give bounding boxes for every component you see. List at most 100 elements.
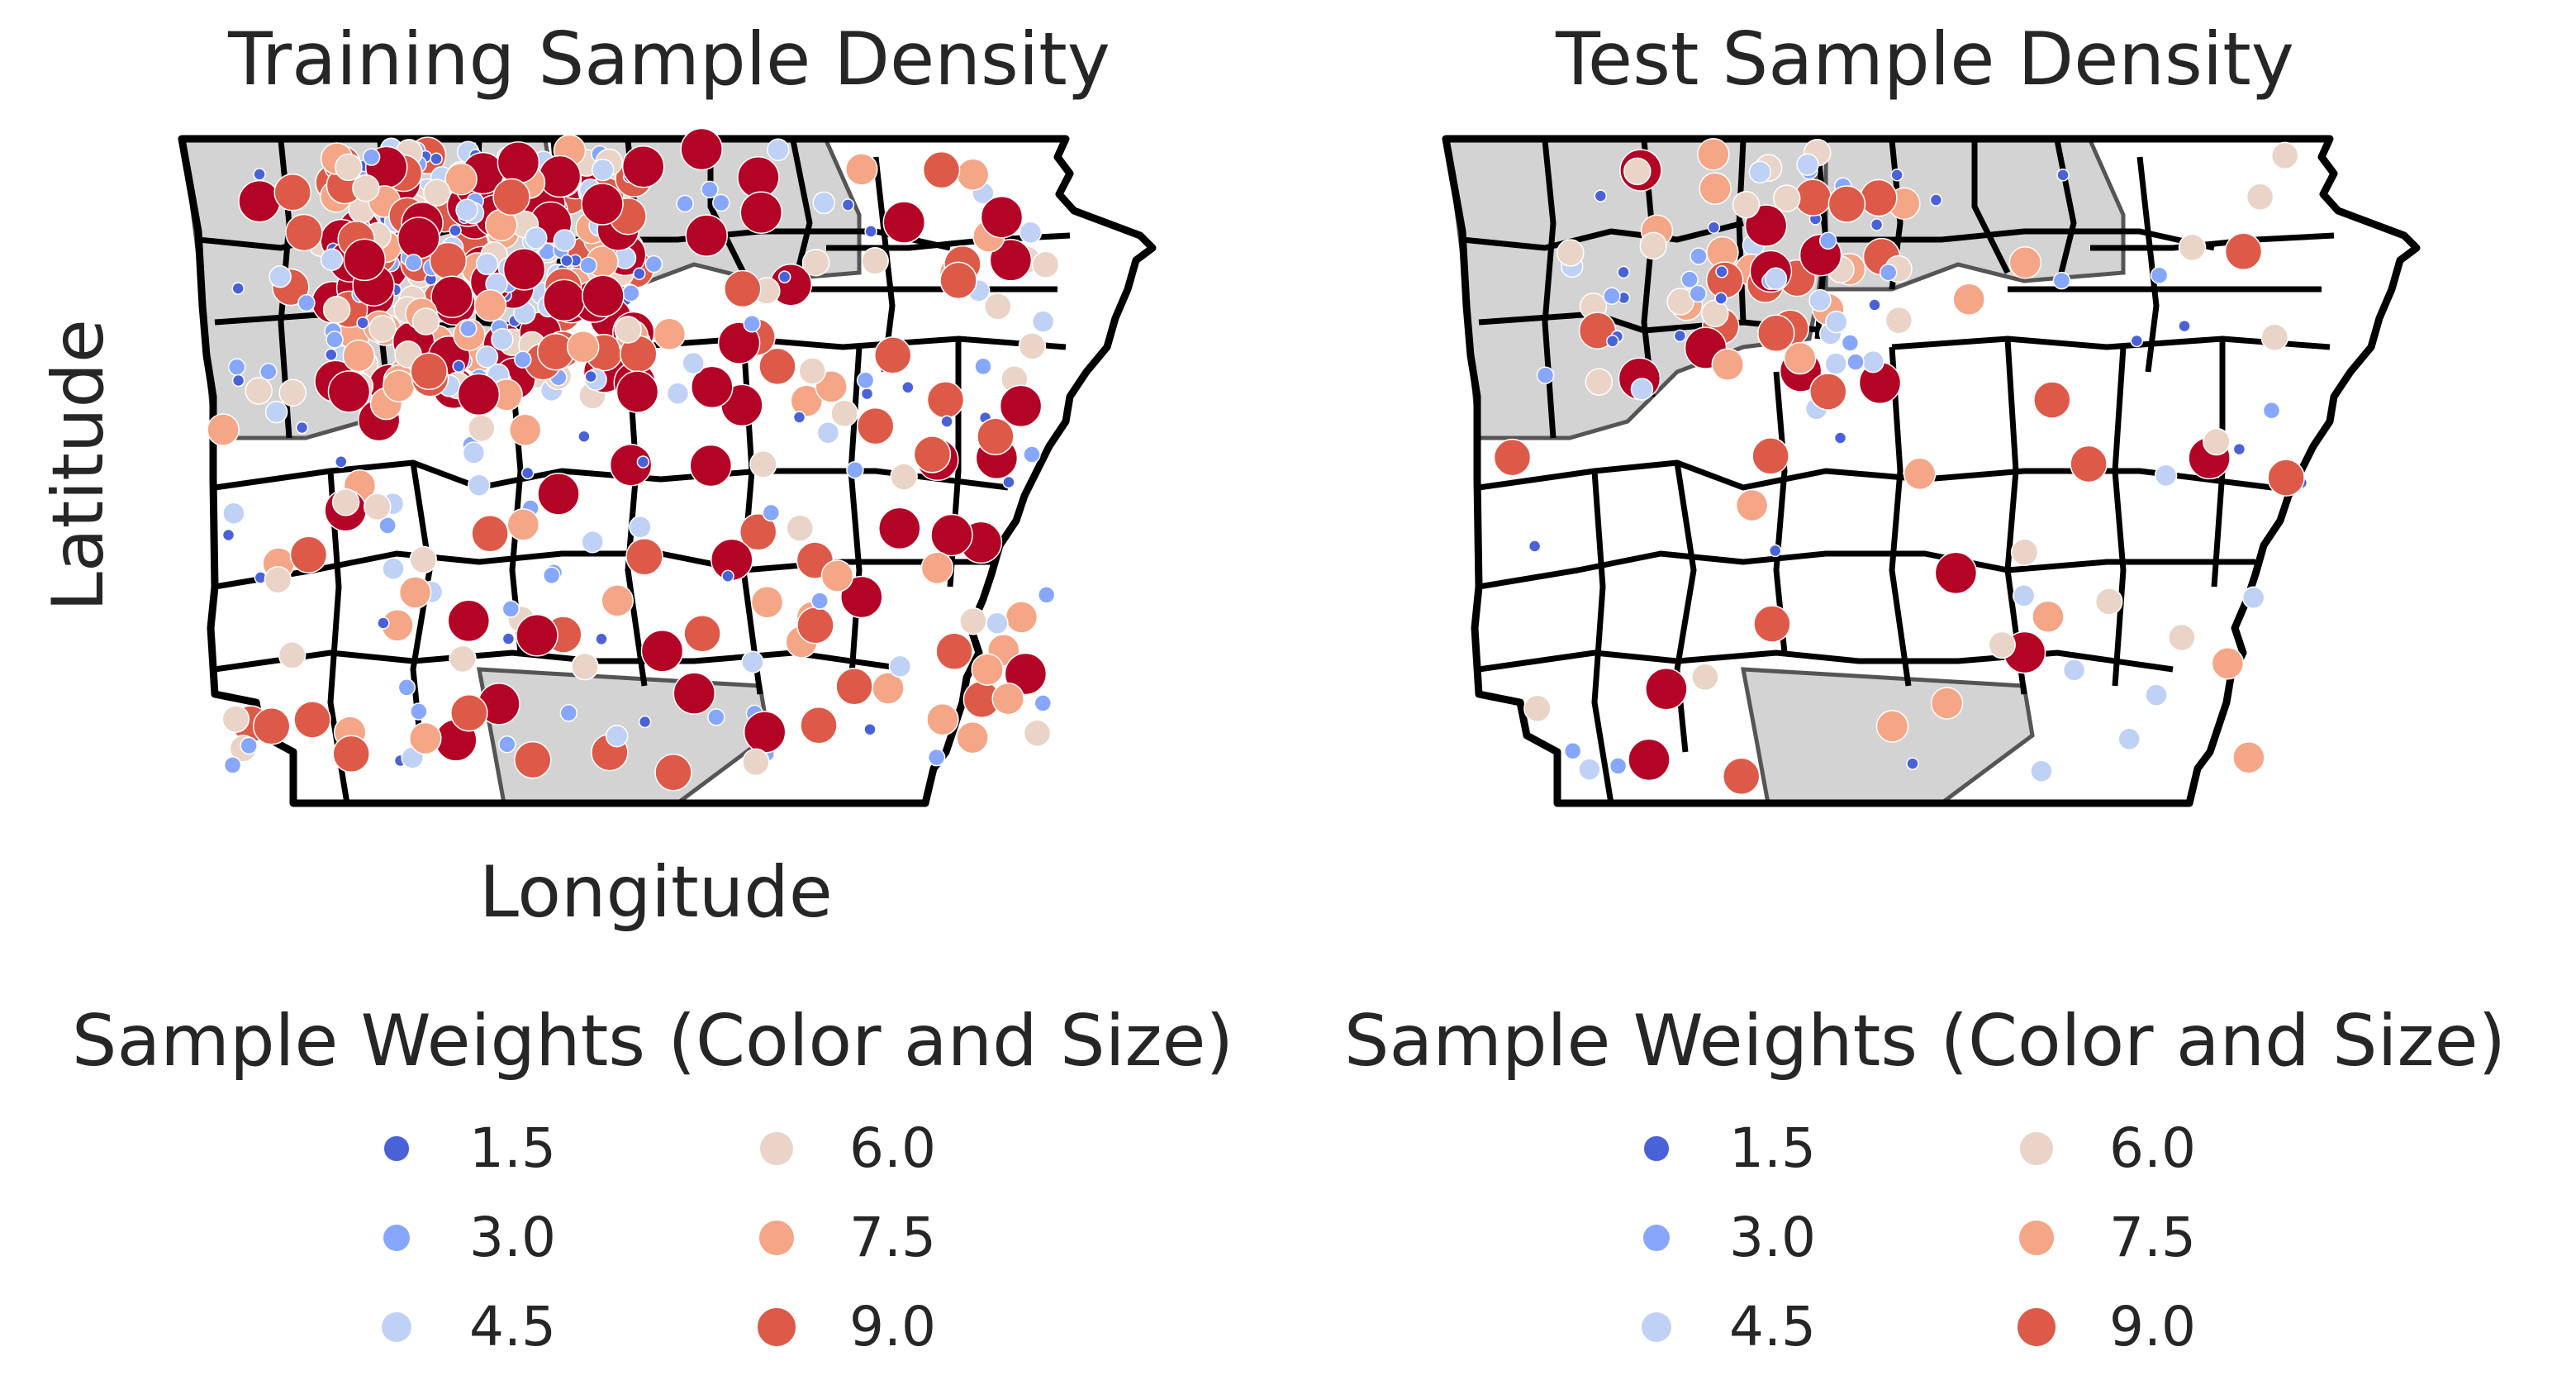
test-sample-point bbox=[1711, 348, 1745, 381]
training-sample-point bbox=[582, 274, 625, 317]
legend-label: 9.0 bbox=[849, 1295, 936, 1359]
training-sample-point bbox=[240, 736, 258, 755]
training-sample-point bbox=[331, 488, 360, 516]
training-sample-point bbox=[538, 155, 582, 198]
training-sample-point bbox=[514, 350, 532, 369]
training-county-border bbox=[214, 459, 1009, 491]
training-sample-point bbox=[343, 238, 387, 282]
training-legend-title: Sample Weights (Color and Size) bbox=[71, 1000, 1234, 1083]
training-sample-point bbox=[222, 502, 245, 525]
training-sample-point bbox=[888, 654, 912, 678]
training-sample-point bbox=[577, 430, 591, 443]
training-sample-point bbox=[820, 559, 854, 592]
legend-label: 7.5 bbox=[849, 1206, 936, 1269]
test-sample-point bbox=[1772, 184, 1801, 212]
training-sample-point bbox=[786, 514, 814, 542]
training-sample-point bbox=[890, 463, 918, 491]
test-county-border bbox=[2090, 232, 2335, 251]
test-county-border bbox=[1891, 335, 2331, 350]
test-sample-point bbox=[1689, 284, 1707, 303]
training-sample-point bbox=[673, 672, 716, 715]
training-sample-point bbox=[749, 450, 777, 478]
test-sample-point bbox=[1934, 551, 1978, 595]
legend-marker-icon bbox=[384, 1136, 409, 1161]
training-sample-point bbox=[444, 163, 478, 196]
training-sample-point bbox=[455, 198, 478, 221]
test-sample-point bbox=[1833, 431, 1847, 445]
training-sample-point bbox=[410, 702, 428, 721]
training-sample-point bbox=[449, 224, 462, 237]
training-sample-point bbox=[846, 460, 864, 479]
training-sample-point bbox=[410, 352, 448, 391]
test-sample-point bbox=[2178, 233, 2207, 262]
training-sample-point bbox=[430, 152, 443, 165]
training-sample-point bbox=[352, 174, 380, 202]
training-sample-point bbox=[742, 748, 770, 777]
training-county-border bbox=[214, 650, 910, 673]
training-sample-point bbox=[382, 557, 405, 580]
training-sample-point bbox=[537, 473, 580, 516]
training-sample-point bbox=[501, 632, 516, 645]
training-sample-point bbox=[252, 707, 291, 745]
training-sample-point bbox=[471, 515, 509, 553]
test-sample-point bbox=[1808, 288, 1832, 312]
test-sample-point bbox=[1753, 605, 1791, 643]
training-sample-point bbox=[913, 435, 952, 473]
training-sample-point bbox=[207, 413, 240, 446]
training-sample-point bbox=[327, 370, 371, 413]
training-sample-point bbox=[743, 711, 787, 754]
test-sample-point bbox=[1603, 287, 1621, 305]
test-sample-point bbox=[2094, 588, 2123, 616]
training-sample-point bbox=[653, 317, 687, 350]
training-sample-point bbox=[685, 214, 728, 257]
training-sample-point bbox=[691, 365, 734, 409]
training-sample-point bbox=[560, 254, 573, 268]
training-sample-point bbox=[397, 678, 416, 697]
training-sample-point bbox=[717, 321, 761, 364]
test-sample-point bbox=[2070, 445, 2108, 483]
training-sample-point bbox=[930, 513, 973, 557]
training-sample-point bbox=[777, 270, 791, 283]
test-sample-point bbox=[1585, 368, 1614, 396]
test-sample-point bbox=[1630, 378, 1654, 401]
test-sample-point bbox=[1609, 757, 1628, 775]
test-sample-point bbox=[1825, 310, 1848, 334]
test-sample-point bbox=[1639, 231, 1667, 260]
test-sample-point bbox=[2033, 381, 2071, 419]
test-sample-point bbox=[1818, 231, 1837, 250]
training-sample-point bbox=[492, 178, 530, 217]
training-sample-point bbox=[264, 565, 292, 594]
training-sample-point bbox=[221, 528, 235, 542]
test-sample-point bbox=[1707, 221, 1721, 235]
training-sample-point bbox=[506, 508, 540, 541]
training-sample-point bbox=[571, 652, 599, 681]
training-sample-point bbox=[830, 399, 858, 428]
training-sample-point bbox=[682, 351, 705, 375]
x-axis-label: Longitude bbox=[479, 851, 833, 934]
training-sample-point bbox=[238, 179, 281, 223]
training-sample-point bbox=[368, 315, 397, 343]
training-sample-point bbox=[984, 293, 1012, 321]
test-sample-point bbox=[1930, 687, 1964, 720]
training-sample-point bbox=[468, 414, 496, 443]
training-sample-point bbox=[297, 293, 316, 312]
training-sample-point bbox=[326, 331, 344, 349]
test-sample-point bbox=[1861, 350, 1884, 374]
test-sample-point bbox=[1868, 298, 1881, 312]
training-sample-point bbox=[259, 362, 278, 381]
training-sample-point bbox=[739, 191, 783, 234]
test-sample-point bbox=[1701, 299, 1729, 328]
training-sample-point bbox=[980, 195, 1024, 239]
test-sample-point bbox=[2010, 538, 2039, 567]
training-sample-point bbox=[724, 269, 762, 308]
training-county-border bbox=[627, 335, 1067, 350]
legend-marker-icon bbox=[1644, 1136, 1669, 1161]
training-sample-point bbox=[989, 239, 1033, 282]
training-sample-point bbox=[790, 384, 824, 417]
test-sample-point bbox=[1841, 334, 1860, 352]
test-sample-point bbox=[2168, 623, 2196, 652]
training-sample-point bbox=[922, 150, 961, 189]
training-sample-point bbox=[508, 413, 542, 446]
training-sample-point bbox=[595, 632, 608, 646]
training-sample-point bbox=[457, 373, 501, 416]
